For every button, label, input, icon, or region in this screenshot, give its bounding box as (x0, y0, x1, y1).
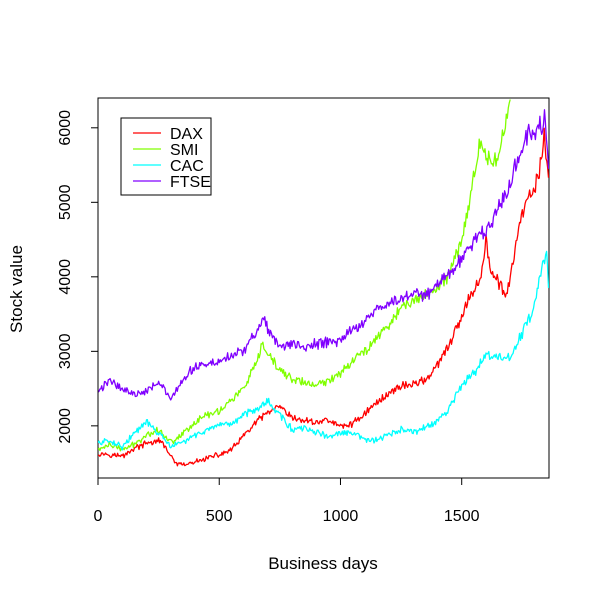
x-tick-label: 500 (206, 508, 233, 525)
x-tick-label: 1000 (323, 508, 359, 525)
legend-label-cac: CAC (170, 158, 204, 175)
series-layer (98, 99, 549, 467)
legend-label-dax: DAX (170, 126, 203, 143)
y-tick-label: 6000 (57, 110, 74, 146)
series-line-ftse (98, 109, 549, 401)
y-tick-label: 3000 (57, 333, 74, 369)
legend-box (120, 117, 212, 196)
series-line-dax (98, 127, 549, 467)
y-tick-label: 5000 (57, 184, 74, 220)
axes-layer: 0 500 1000 1500 2000 3000 4000 5000 6000 (57, 110, 480, 525)
x-tick-label: 0 (94, 508, 103, 525)
legend-label-ftse: FTSE (170, 174, 211, 191)
series-line-cac (98, 250, 549, 451)
y-tick-label: 2000 (57, 408, 74, 444)
x-axis-title: Business days (268, 554, 378, 573)
legend-label-smi: SMI (170, 142, 198, 159)
y-tick-label: 4000 (57, 259, 74, 295)
y-axis-title: Stock value (7, 245, 26, 333)
x-tick-label: 1500 (444, 508, 480, 525)
